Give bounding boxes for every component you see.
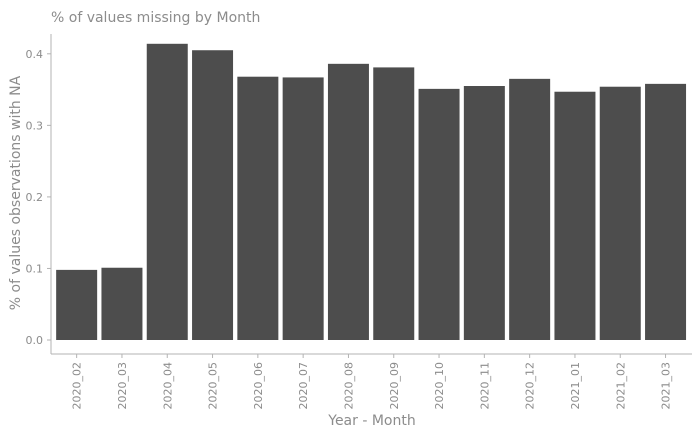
- y-tick-label: 0.1: [26, 262, 44, 275]
- y-tick-label: 0.2: [26, 191, 44, 204]
- bar: [101, 267, 143, 340]
- x-tick-label: 2020_04: [161, 362, 174, 410]
- bar: [463, 86, 505, 340]
- bar: [599, 86, 641, 340]
- x-tick-label: 2020_11: [478, 362, 491, 410]
- y-tick-label: 0.4: [26, 48, 44, 61]
- x-tick-label: 2021_03: [660, 362, 673, 410]
- x-tick-label: 2020_10: [433, 362, 446, 410]
- bar: [282, 77, 324, 341]
- bar: [554, 91, 596, 340]
- bar: [192, 50, 234, 340]
- x-tick-label: 2020_12: [524, 362, 537, 410]
- y-axis-title: % of values observations with NA: [8, 75, 24, 310]
- chart-marks: 0.0 0.1 0.2 0.3 0.4 2020_02 2020_03 2020_04 2020…: [26, 43, 687, 410]
- x-tick-label: 2020_09: [388, 362, 401, 410]
- x-tick-label: 2021_02: [614, 362, 627, 410]
- bar: [56, 269, 98, 340]
- x-axis-title: Year - Month: [327, 413, 415, 429]
- bar: [645, 83, 687, 340]
- x-tick-label: 2020_08: [342, 362, 355, 410]
- x-tick-label: 2020_05: [207, 362, 220, 410]
- x-tick-label: 2020_02: [71, 362, 84, 410]
- x-tick-label: 2020_06: [252, 362, 265, 410]
- bar: [237, 76, 279, 340]
- bar: [327, 63, 369, 340]
- bar: [509, 78, 551, 340]
- y-tick-label: 0.3: [26, 119, 44, 132]
- bar: [146, 43, 188, 341]
- x-tick-label: 2020_03: [116, 362, 129, 410]
- x-tick-label: 2021_01: [569, 362, 582, 410]
- bar: [373, 67, 415, 341]
- y-tick-label: 0.0: [26, 334, 44, 347]
- chart-title: % of values missing by Month: [51, 10, 260, 26]
- x-tick-label: 2020_07: [297, 362, 310, 410]
- bar: [418, 88, 460, 340]
